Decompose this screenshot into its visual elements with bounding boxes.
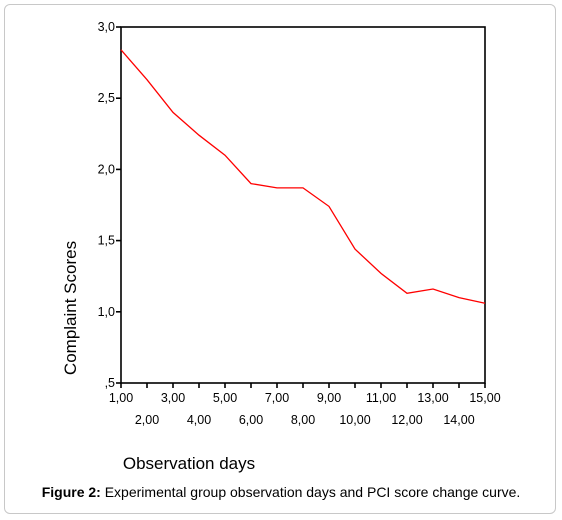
y-tick-label: 1,0 [98, 305, 115, 319]
x-tick-label: 4,00 [187, 413, 211, 427]
x-tick-label: 3,00 [161, 391, 185, 405]
x-tick-label: 7,00 [265, 391, 289, 405]
x-tick-label: 9,00 [317, 391, 341, 405]
x-tick-label: 15,00 [469, 391, 500, 405]
x-tick-label: 14,00 [443, 413, 474, 427]
x-axis-label: Observation days [123, 454, 255, 473]
x-tick-label: 8,00 [291, 413, 315, 427]
x-tick-label: 10,00 [339, 413, 370, 427]
y-axis-label: Complaint Scores [61, 241, 80, 375]
figure-caption: Figure 2: Experimental group observation… [0, 484, 562, 500]
figure-caption-label: Figure 2: [41, 484, 101, 500]
y-tick-label: 2,5 [98, 91, 115, 105]
series-line [120, 49, 486, 304]
y-tick-label: 2,0 [98, 162, 115, 176]
y-tick-label: ,5 [105, 376, 115, 390]
y-tick-label: 3,0 [98, 20, 115, 34]
y-tick-label: 1,5 [98, 234, 115, 248]
x-tick-label: 11,00 [366, 391, 396, 405]
plot-area [120, 26, 486, 384]
x-tick-label: 1,00 [109, 391, 133, 405]
x-tick-label: 2,00 [135, 413, 159, 427]
x-tick-label: 5,00 [213, 391, 237, 405]
x-tick-label: 12,00 [391, 413, 422, 427]
x-tick-label: 13,00 [417, 391, 448, 405]
x-tick-label: 6,00 [239, 413, 263, 427]
figure-caption-text: Experimental group observation days and … [100, 484, 521, 500]
line-chart: ,5 1,0 1,5 2,0 2,5 3,0 1,002,003,004,005,006,0… [61, 20, 501, 473]
